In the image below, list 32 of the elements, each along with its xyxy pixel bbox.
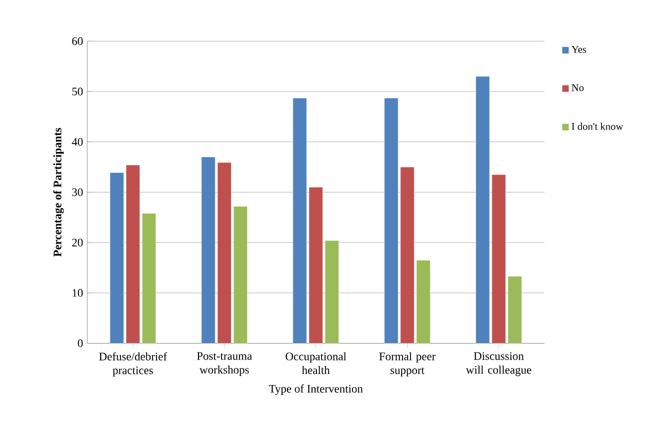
y-tick-label: 30 (72, 188, 83, 196)
x-tick-label: Formal peer support (379, 352, 436, 376)
bar (384, 98, 398, 344)
bar (400, 166, 414, 344)
legend-label: Yes (572, 46, 586, 53)
x-tick-label: Defuse/debrief practices (99, 352, 168, 376)
bar (110, 172, 124, 344)
bar (492, 174, 506, 344)
bar (201, 156, 216, 344)
x-tick-label: Occupational health (286, 352, 346, 374)
y-tick-label: 20 (72, 238, 83, 246)
legend-label: I don't know (572, 122, 624, 130)
bar (142, 213, 156, 344)
y-tick-label: 40 (72, 138, 83, 146)
y-axis-title: Percentage of Participants (53, 128, 64, 257)
y-tick-label: 50 (72, 88, 83, 96)
x-tick-label: Post-trauma workshops (196, 352, 252, 376)
x-axis-title: Type of Intervention (268, 384, 363, 395)
bar (292, 98, 307, 344)
bar (308, 186, 323, 344)
bar (217, 162, 232, 344)
bar (126, 164, 140, 344)
bar (233, 206, 248, 344)
y-tick-label: 60 (72, 37, 83, 45)
legend-label: No (572, 84, 584, 92)
bar (508, 276, 522, 344)
x-tick-label: Discussion will colleague (466, 352, 532, 376)
bar (476, 76, 490, 344)
bar (324, 240, 339, 344)
y-tick-label: 10 (72, 288, 83, 297)
bar (416, 260, 430, 344)
y-tick-label: 0 (78, 339, 83, 348)
